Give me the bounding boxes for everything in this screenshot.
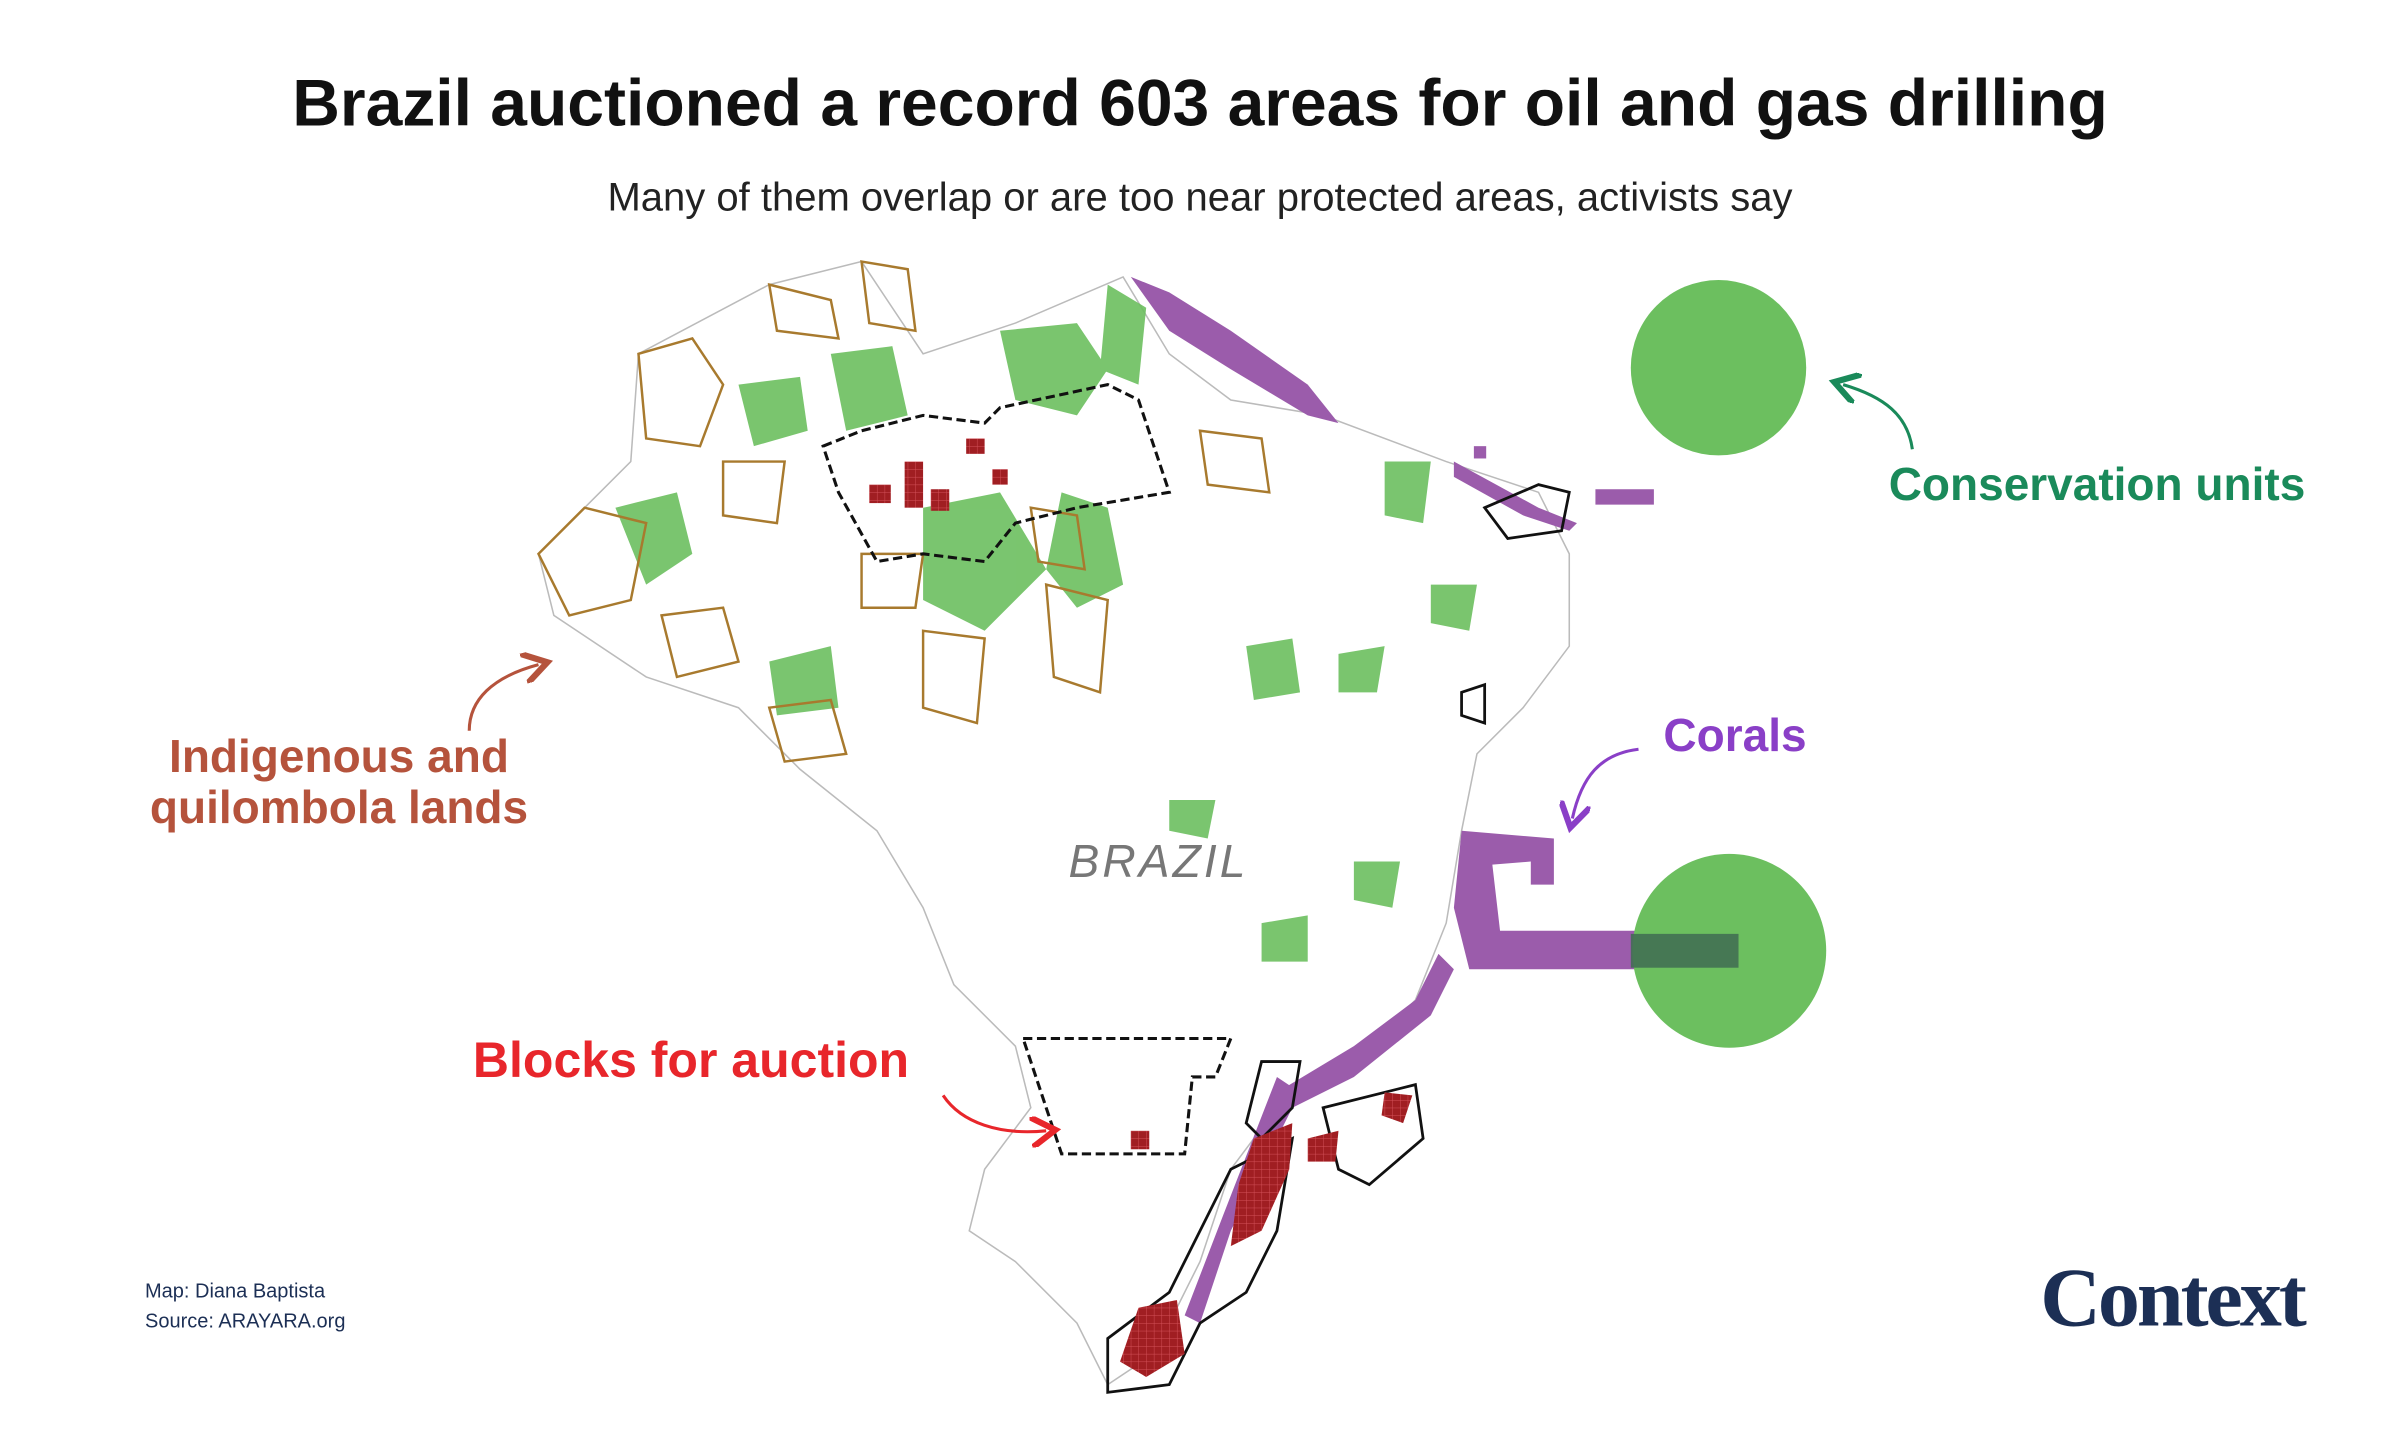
logo: Context [2040, 1251, 2307, 1344]
country-label: BRAZIL [1068, 835, 1248, 887]
arrow [941, 1094, 1046, 1131]
subtitle: Many of them overlap or are too near pro… [607, 176, 1792, 220]
legend-label: Indigenous and [169, 730, 509, 782]
credit: Map: Diana Baptista [145, 1280, 326, 1302]
legend-label: quilombola lands [150, 781, 528, 833]
arrow [1572, 747, 1639, 818]
conservation-areas [615, 284, 1477, 962]
legend-label: Blocks for auction [473, 1032, 909, 1088]
title: Brazil auctioned a record 603 areas for … [292, 65, 2108, 139]
auction-blocks [869, 438, 1413, 1377]
legend-label: Conservation units [1889, 458, 2306, 510]
map: BRAZIL [467, 260, 1914, 1394]
brazil-outline [537, 260, 1571, 1386]
conservation-circle [1630, 280, 1807, 456]
arrow [1843, 385, 1914, 450]
arrow [467, 665, 538, 731]
source: Source: ARAYARA.org [145, 1310, 345, 1332]
overlap [1630, 933, 1739, 968]
basin-outlines [821, 383, 1234, 1156]
legend-label: Corals [1663, 709, 1806, 761]
